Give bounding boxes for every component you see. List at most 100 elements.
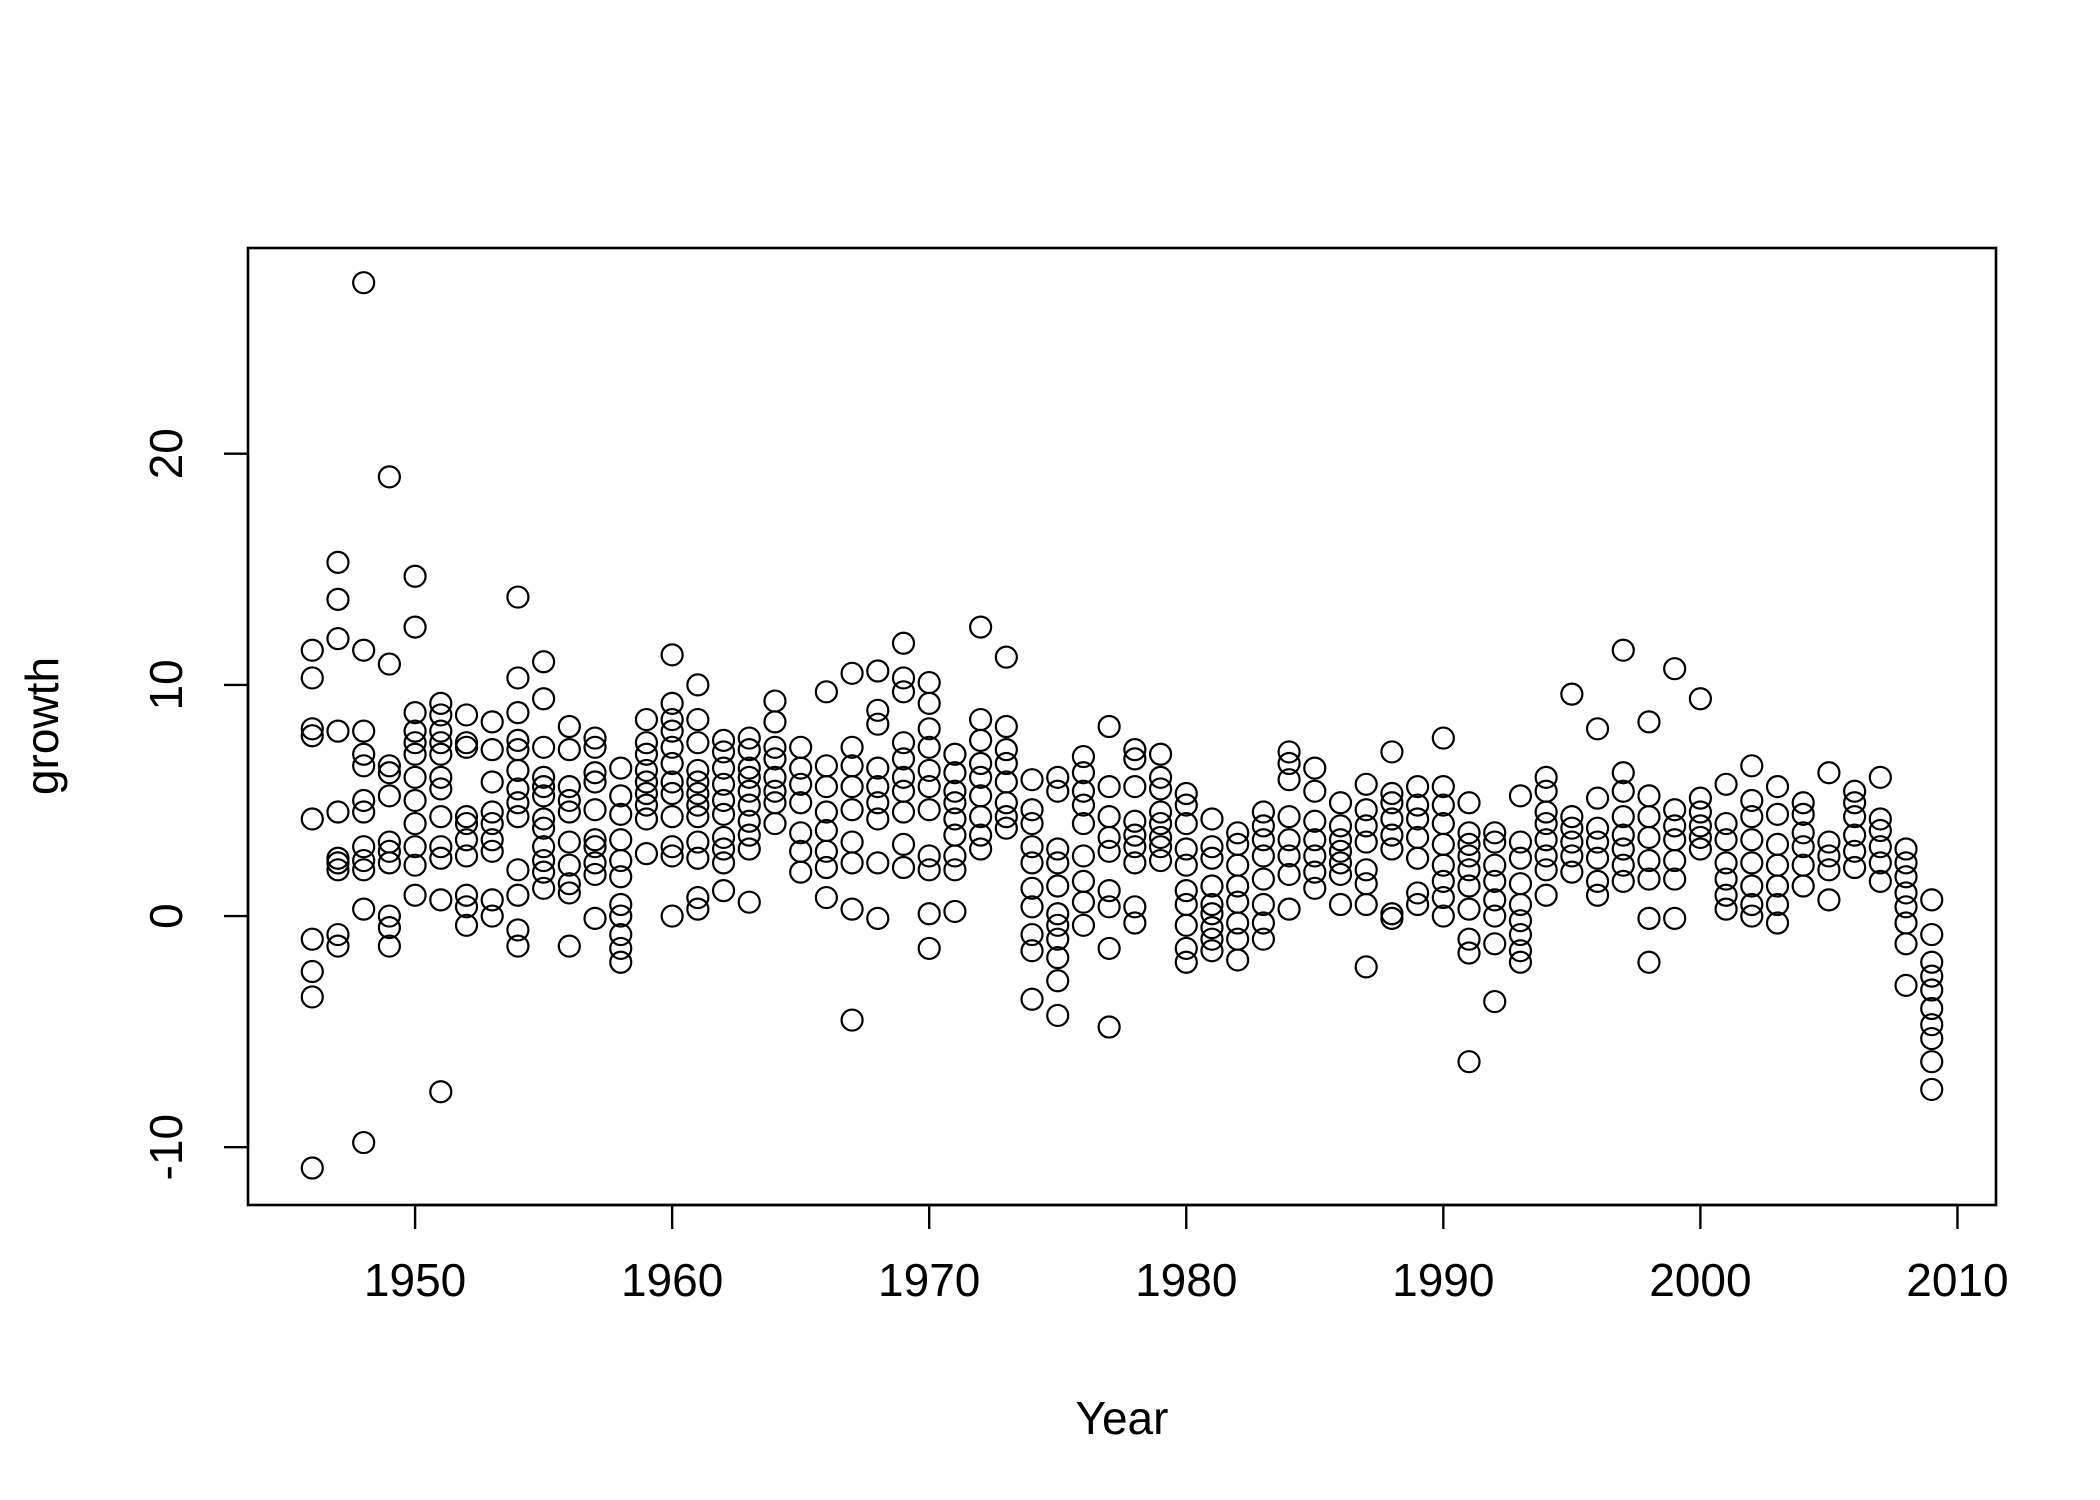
data-point: [1046, 902, 1070, 926]
data-point: [1020, 798, 1044, 822]
data-point: [557, 738, 581, 762]
data-point: [686, 673, 710, 697]
data-point: [994, 770, 1018, 794]
data-point: [1920, 996, 1944, 1021]
data-point: [969, 837, 993, 861]
data-point: [1740, 788, 1764, 813]
data-point: [1637, 805, 1661, 829]
data-point: [532, 650, 556, 674]
data-point: [789, 821, 813, 845]
data-point: [943, 858, 967, 882]
data-point: [1740, 904, 1764, 928]
data-point: [917, 844, 941, 868]
data-point: [377, 761, 401, 785]
data-point: [1406, 793, 1430, 817]
data-point: [686, 770, 710, 794]
data-point: [994, 751, 1018, 776]
data-point: [609, 756, 633, 780]
data-point: [1508, 872, 1533, 896]
data-point: [609, 922, 633, 947]
data-point: [1303, 779, 1327, 803]
data-point: [866, 775, 890, 799]
data-point: [1148, 742, 1173, 766]
data-point: [1123, 823, 1147, 847]
data-point: [1534, 858, 1558, 882]
data-point: [609, 848, 633, 873]
data-point: [1483, 869, 1507, 893]
data-point: [300, 959, 324, 984]
data-point: [763, 747, 787, 771]
data-point: [506, 738, 530, 762]
data-point: [943, 899, 967, 924]
data-point: [634, 793, 659, 817]
data-point: [1328, 862, 1353, 887]
data-point: [1123, 895, 1147, 919]
data-point: [763, 811, 787, 836]
data-point: [1354, 814, 1378, 838]
data-point: [532, 784, 556, 808]
data-point: [1406, 775, 1430, 799]
data-point: [660, 691, 684, 715]
data-point: [1843, 823, 1867, 847]
data-point: [1637, 825, 1661, 850]
data-point: [1765, 775, 1790, 799]
data-point: [403, 811, 427, 836]
data-point: [1508, 892, 1533, 917]
data-point: [1714, 772, 1738, 796]
data-point: [1200, 846, 1224, 870]
data-point: [1765, 802, 1790, 826]
data-point: [1123, 809, 1147, 833]
x-tick-label: 2010: [1906, 1254, 2008, 1306]
data-point: [1020, 835, 1044, 859]
data-point: [634, 842, 659, 866]
data-point: [403, 883, 427, 907]
data-point: [557, 830, 581, 854]
data-point: [917, 936, 941, 961]
data-point: [377, 652, 401, 676]
data-point: [1765, 911, 1790, 935]
data-point: [1046, 765, 1070, 789]
data-point: [1277, 844, 1301, 868]
data-point: [429, 805, 453, 829]
data-point: [1688, 687, 1712, 711]
data-point: [1148, 811, 1173, 836]
data-point: [1868, 807, 1892, 831]
data-point: [1560, 860, 1584, 884]
data-point: [1688, 814, 1712, 838]
data-point: [480, 710, 504, 734]
data-point: [1277, 862, 1301, 887]
data-point: [403, 701, 427, 725]
data-point: [403, 564, 427, 588]
data-point: [1277, 751, 1301, 776]
data-point: [1740, 805, 1764, 829]
data-point: [686, 885, 710, 910]
data-point: [1508, 830, 1533, 854]
data-point: [583, 726, 607, 750]
data-point: [1765, 853, 1790, 877]
data-point: [1071, 811, 1096, 836]
data-point: [891, 666, 916, 690]
data-point: [1920, 950, 1944, 974]
data-point: [1920, 1026, 1944, 1051]
data-point: [943, 791, 967, 815]
data-point: [1637, 848, 1661, 873]
data-point: [429, 888, 453, 912]
data-point: [429, 691, 453, 715]
data-point: [352, 719, 376, 743]
data-point: [1251, 911, 1275, 935]
data-point: [403, 835, 427, 859]
data-point: [1817, 844, 1841, 868]
data-point: [1097, 825, 1121, 850]
data-point: [454, 844, 479, 868]
data-point: [1868, 869, 1892, 893]
data-point: [506, 934, 530, 958]
data-point: [660, 719, 684, 743]
data-point: [557, 881, 581, 905]
data-point: [1508, 909, 1533, 933]
data-point: [454, 805, 479, 829]
data-point: [1817, 761, 1841, 785]
data-point: [789, 791, 813, 815]
data-point: [1071, 744, 1096, 769]
data-point: [1174, 892, 1198, 917]
data-point: [1277, 768, 1301, 792]
